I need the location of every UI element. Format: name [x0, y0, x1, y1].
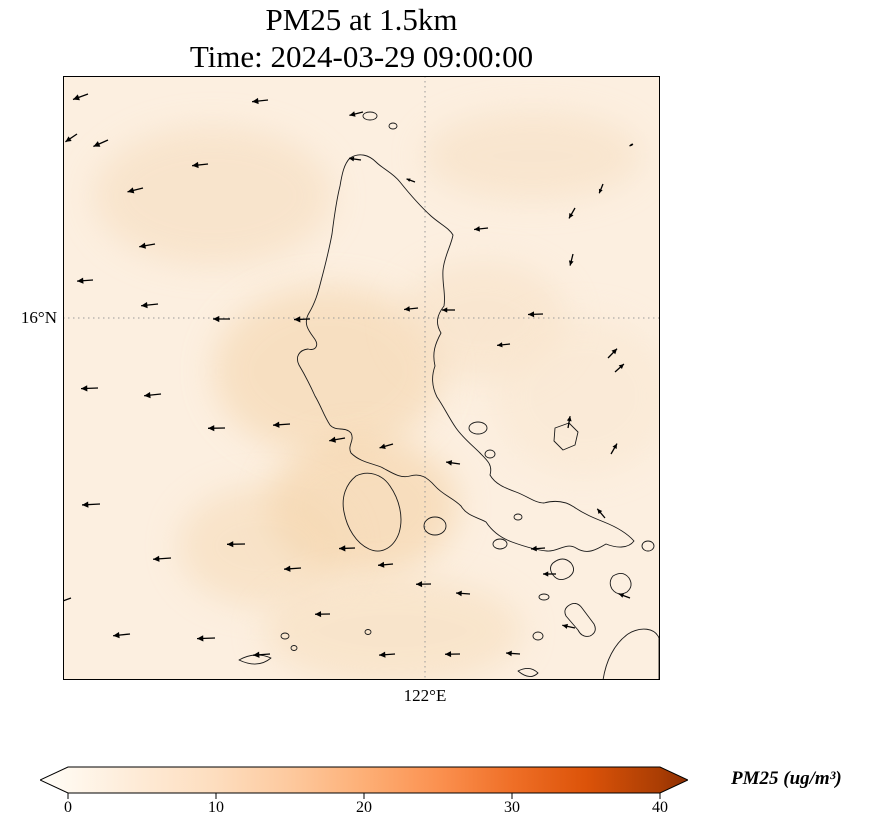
island: [388, 122, 398, 130]
island: [364, 629, 372, 635]
island: [513, 513, 523, 521]
colorbar-label: PM25 (ug/m³): [731, 768, 842, 789]
gridlines: [63, 76, 660, 680]
island: [538, 593, 550, 601]
island: [532, 631, 544, 641]
map-frame: [63, 76, 660, 680]
figure-subtitle: Time: 2024-03-29 09:00:00: [189, 39, 534, 74]
map-plot: [55, 76, 673, 686]
island: [290, 645, 298, 651]
colorbar-tick-labels: 0 10 20 30 40: [40, 799, 688, 819]
island: [641, 540, 655, 552]
island: [468, 421, 488, 435]
island: [564, 603, 596, 637]
colorbar-tick-label: 40: [652, 799, 668, 816]
figure-title: PM25 at 1.5km: [265, 2, 458, 37]
colorbar-ticks: [67, 793, 661, 799]
colorbar-tick-label: 20: [356, 799, 372, 816]
island: [609, 573, 632, 595]
colorbar-tick-label: 30: [504, 799, 520, 816]
pm25-field-patches: [93, 111, 673, 686]
island: [280, 632, 290, 640]
island: [238, 654, 272, 665]
colorbar-tick-label: 0: [64, 799, 72, 816]
map-plot-area: [55, 76, 673, 686]
island-marinduque: [423, 516, 447, 536]
island: [492, 538, 508, 550]
island: [484, 449, 496, 459]
coastline-mindoro: [342, 472, 402, 552]
island: [362, 111, 378, 121]
island: [550, 558, 574, 580]
colorbar: [40, 766, 688, 799]
island: [517, 668, 539, 677]
lat-tick-label: 16°N: [20, 308, 57, 327]
coastlines: [238, 111, 660, 681]
colorbar-bar: [40, 766, 688, 794]
colorbar-tick-label: 10: [208, 799, 224, 816]
lon-tick-label: 122°E: [403, 686, 447, 705]
coastline-luzon: [297, 154, 635, 552]
island-samar-partial: [602, 628, 660, 681]
